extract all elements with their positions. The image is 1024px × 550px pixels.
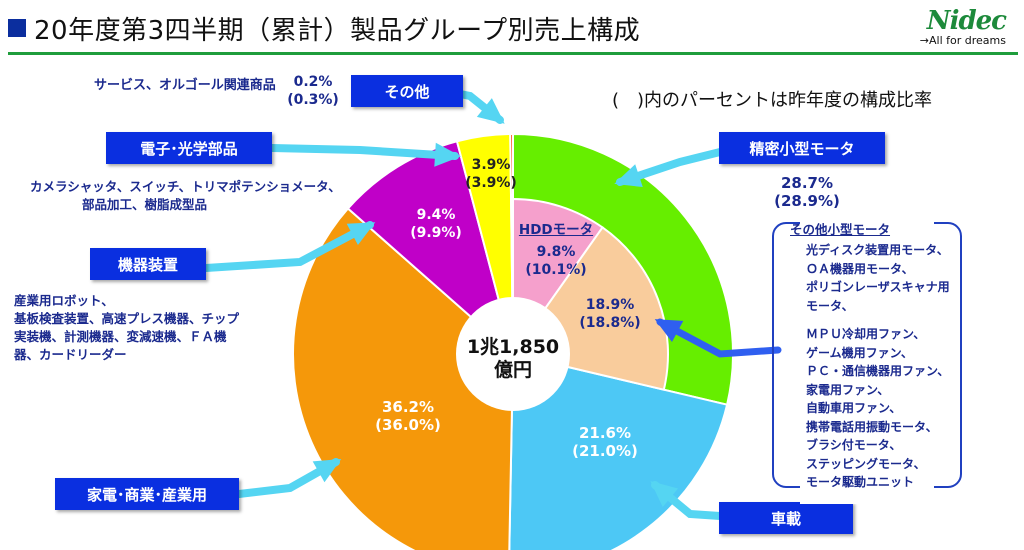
callout-arrow: [616, 148, 724, 186]
percent-note: ( )内のパーセントは昨年度の構成比率: [612, 90, 933, 111]
bracket-gap: [800, 214, 934, 504]
other-small-motors-item: 光ディスク装置用モータ、: [806, 243, 949, 257]
services-share: 0.2% (0.3%): [282, 73, 344, 109]
other-small-motors-item: ポリゴンレーザスキャナ用: [806, 280, 950, 294]
title-square-icon: [8, 19, 26, 37]
segment-box-appliance: 家電･商業･産業用: [55, 478, 239, 510]
machinery-description: 産業用ロボット、 基板検査装置、高速プレス機器、チップ 実装機、計測機器、変減速…: [14, 292, 239, 364]
company-logo: Nidec →All for dreams: [919, 6, 1007, 47]
other-small-motors-item: 携帯電話用振動モータ、: [806, 419, 938, 434]
callout-arrow: [656, 318, 782, 358]
appliance-previous: (36.0%): [375, 416, 441, 434]
pie-slice-outer-3: [346, 140, 515, 357]
other-small-value: 18.9%: [585, 297, 635, 313]
machinery-description-line-2: 基板検査装置、高速プレス機器、チップ: [14, 311, 240, 326]
segment-box-others: その他: [351, 75, 463, 107]
other-small-motors-title: その他小型モータ: [790, 222, 891, 237]
other-small-motors-item: 家電用ファン、: [806, 382, 890, 397]
center-hole: [456, 297, 570, 411]
other-small-motors-item: ＰＣ・通信機器用ファン、: [806, 364, 950, 378]
automotive-value: 21.6%: [578, 424, 632, 442]
other-small-motors-item: モータ駆動ユニット: [806, 475, 915, 489]
other-small-motors-item: ブラシ付モータ、: [806, 438, 902, 452]
other-small-motors-item: 自動車用ファン、: [806, 401, 902, 415]
segment-box-automotive: 車載: [719, 502, 853, 534]
callout-arrow-head: [346, 222, 376, 245]
other-small-motors-item: ステッピングモータ、: [806, 456, 926, 471]
precision-total-value: 28.7%: [780, 174, 834, 192]
precision-total-label: 28.7% (28.9%): [772, 174, 842, 210]
other-small-motors-item: ＭＰＵ冷却用ファン、: [806, 327, 926, 341]
electronic-description-line-1: カメラシャッタ、スイッチ、トリマポテンショメータ、: [30, 179, 341, 194]
callout-arrow: [202, 221, 374, 272]
logo-mark: Nidec: [926, 6, 1007, 36]
center-total-unit: 億円: [493, 359, 532, 381]
segment-box-machinery: 機器装置: [90, 248, 206, 280]
others-previous: (3.9%): [465, 175, 517, 191]
callout-arrow-head: [434, 142, 461, 167]
callout-arrow-head: [654, 319, 684, 342]
hdd-name: HDDモータ: [518, 222, 594, 238]
hdd-previous: (10.1%): [525, 262, 587, 278]
callout-arrow-head: [614, 164, 643, 188]
segment-box-electronic: 電子･光学部品: [106, 132, 272, 164]
others-label: 3.9% (3.9%): [458, 156, 524, 192]
machinery-description-line-3: 実装機、計測機器、変減速機、ＦＡ機: [14, 329, 227, 344]
page-title: 20年度第3四半期（累計）製品グループ別売上構成: [34, 15, 641, 46]
appliance-value: 36.2%: [381, 398, 435, 416]
callout-arrow-head: [650, 481, 679, 508]
pie-slice-outer-5: [509, 132, 514, 355]
title-divider: [8, 52, 1018, 55]
other-small-label: 18.9% (18.8%): [570, 296, 650, 332]
other-small-motors-list: その他小型モータ 光ディスク装置用モータ、 ＯＡ機器用モータ、ポリゴンレーザスキャ…: [790, 221, 960, 492]
machinery-label: 9.4% (9.9%): [398, 206, 474, 242]
pie-slice-outer-2: [292, 207, 515, 550]
callout-arrow: [268, 144, 459, 160]
other-small-motors-item: モータ、: [806, 298, 854, 313]
services-share-previous: (0.3%): [287, 92, 339, 108]
services-description: サービス、オルゴール関連商品: [94, 78, 276, 93]
appliance-label: 36.2% (36.0%): [362, 398, 454, 434]
machinery-previous: (9.9%): [410, 225, 462, 241]
callout-arrow-head: [476, 98, 505, 124]
electronic-description: カメラシャッタ、スイッチ、トリマポテンショメータ、 部品加工、樹脂成型品: [30, 178, 341, 214]
segment-box-precision-motors: 精密小型モータ: [719, 132, 885, 164]
other-small-previous: (18.8%): [579, 315, 641, 331]
others-value: 3.9%: [471, 157, 511, 173]
machinery-description-line-4: 器、カードリーダー: [14, 347, 127, 362]
machinery-description-line-1: 産業用ロボット、: [14, 293, 114, 308]
precision-total-previous: (28.9%): [774, 192, 840, 210]
callout-arrow-head: [312, 459, 342, 483]
machinery-value: 9.4%: [416, 207, 456, 223]
electronic-description-line-2: 部品加工、樹脂成型品: [82, 197, 208, 212]
hdd-label: HDDモータ 9.8% (10.1%): [515, 221, 597, 279]
title-bar: 20年度第3四半期（累計）製品グループ別売上構成: [8, 6, 640, 50]
logo-tagline: →All for dreams: [919, 34, 1006, 47]
automotive-label: 21.6% (21.0%): [560, 424, 650, 460]
other-small-motors-item: ＯＡ機器用モータ、: [806, 261, 914, 276]
services-share-value: 0.2%: [293, 74, 333, 90]
hdd-value: 9.8%: [536, 244, 576, 260]
automotive-previous: (21.0%): [572, 442, 638, 460]
center-total: 1兆1,850 億円: [458, 336, 568, 382]
center-total-value: 1兆1,850: [466, 336, 560, 358]
other-small-motors-item: ゲーム機用ファン、: [806, 345, 913, 360]
